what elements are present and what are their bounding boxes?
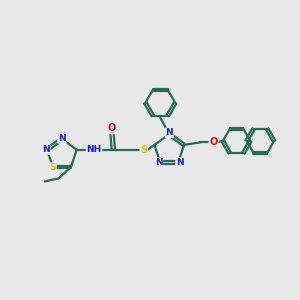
Text: N: N (58, 134, 66, 143)
Text: N: N (176, 158, 184, 167)
Text: S: S (50, 163, 56, 172)
Text: O: O (209, 137, 218, 148)
Text: N: N (165, 128, 173, 137)
Text: N: N (42, 145, 50, 154)
Text: NH: NH (86, 145, 102, 154)
Text: S: S (140, 145, 147, 155)
Text: O: O (108, 124, 116, 134)
Text: N: N (155, 158, 162, 167)
